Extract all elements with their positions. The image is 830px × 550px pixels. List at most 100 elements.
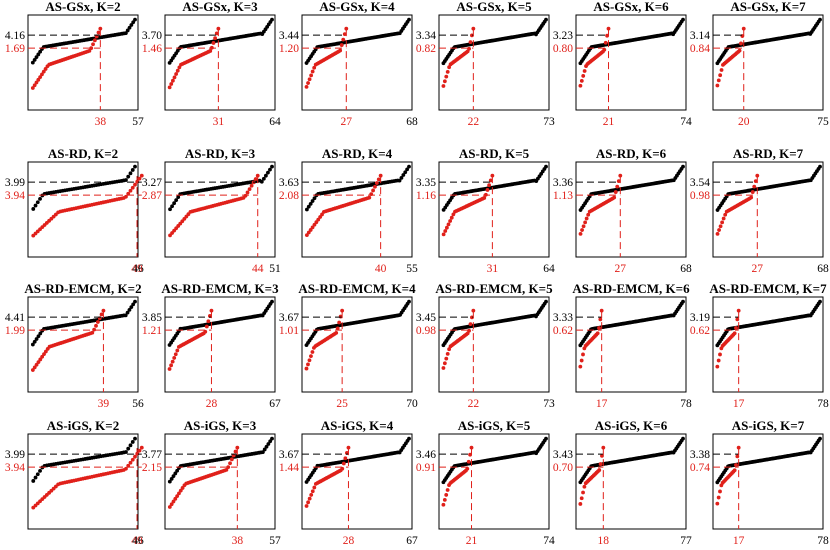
red-point — [737, 48, 742, 53]
red-point — [211, 41, 216, 45]
red-point — [602, 47, 607, 52]
black-point — [125, 310, 130, 315]
red-point — [718, 73, 723, 78]
subplot-title: AS-RD-EMCM, K=6 — [572, 281, 690, 296]
ytick-red: 1.69 — [5, 43, 25, 55]
plot-frame — [27, 433, 139, 530]
plot-frame — [575, 14, 687, 111]
red-point — [307, 77, 312, 82]
red-point — [245, 190, 250, 195]
red-point — [169, 363, 174, 368]
red-point — [304, 366, 309, 371]
subplot-title: AS-iGS, K=6 — [595, 418, 668, 433]
red-point — [170, 78, 175, 83]
subplot: AS-GSx, K=3 3.701.46 31 64 — [142, 0, 281, 128]
black-point — [124, 450, 128, 454]
xtick-red: 40 — [375, 263, 387, 275]
red-point — [335, 326, 340, 331]
ytick-red: 1.01 — [279, 325, 299, 337]
red-point — [739, 41, 743, 46]
xtick-red: 27 — [341, 116, 353, 128]
black-point — [263, 173, 268, 178]
ytick-red: 1.20 — [279, 43, 299, 55]
black-point — [32, 57, 37, 62]
red-point — [716, 495, 721, 500]
red-point — [578, 364, 583, 369]
black-point — [175, 468, 180, 473]
xtick-red: 27 — [752, 263, 764, 275]
red-point — [755, 173, 760, 178]
black-point — [310, 199, 315, 203]
subplot: AS-RD, K=6 3.361.13 27 68 — [553, 146, 692, 275]
red-point — [752, 184, 757, 189]
red-point — [598, 317, 603, 322]
plot-frame — [301, 14, 413, 111]
plot-frame — [27, 14, 139, 111]
red-point — [732, 331, 737, 336]
red-point — [469, 445, 474, 450]
red-point — [306, 81, 310, 85]
black-point — [544, 299, 548, 304]
red-point — [235, 445, 240, 450]
red-point — [445, 352, 450, 356]
plot-frame — [164, 296, 276, 393]
black-point — [38, 468, 42, 473]
subplot: AS-iGS, K=7 3.380.74 17 78 — [690, 418, 829, 547]
black-point — [127, 307, 132, 312]
red-point — [124, 466, 128, 471]
red-point — [443, 229, 448, 233]
red-point — [595, 331, 600, 336]
plot-frame — [712, 161, 824, 258]
black-point — [818, 164, 822, 169]
red-point — [30, 368, 35, 372]
red-point — [226, 465, 231, 470]
black-point — [308, 201, 313, 206]
red-point — [750, 190, 755, 194]
black-point — [126, 174, 131, 179]
red-point — [603, 40, 608, 45]
red-point — [615, 184, 620, 189]
xtick-black: 74 — [680, 116, 692, 128]
black-point — [270, 17, 274, 22]
plot-frame — [712, 296, 824, 393]
red-point — [139, 445, 144, 450]
red-point — [606, 26, 611, 31]
red-point — [124, 194, 128, 199]
red-point — [597, 468, 602, 472]
black-point — [173, 471, 178, 476]
xtick-red: 21 — [466, 535, 478, 547]
black-point — [270, 436, 274, 441]
xtick-red: 20 — [738, 116, 750, 128]
red-point — [582, 69, 587, 73]
subplot: AS-RD, K=7 3.540.98 27 68 — [690, 146, 829, 275]
xtick-red: 22 — [468, 116, 480, 128]
black-point — [33, 475, 38, 480]
black-point — [266, 170, 270, 175]
red-point — [34, 80, 39, 85]
red-point — [203, 329, 208, 334]
red-point — [175, 494, 180, 499]
subplot-title: AS-iGS, K=5 — [458, 418, 531, 433]
red-point — [247, 187, 252, 191]
black-point — [405, 167, 410, 172]
black-point — [268, 167, 272, 172]
red-point — [312, 485, 317, 490]
black-point — [167, 479, 172, 484]
ytick-black: 3.85 — [142, 312, 162, 324]
red-point — [467, 328, 471, 333]
subplot-title: AS-GSx, K=6 — [593, 0, 669, 14]
black-point — [129, 23, 134, 27]
xtick-black: 74 — [543, 535, 555, 547]
subplot-title: AS-RD, K=2 — [48, 146, 118, 161]
red-point — [718, 224, 723, 229]
red-point — [137, 448, 142, 453]
xtick-black: 73 — [543, 398, 555, 410]
xtick-red: 28 — [343, 535, 355, 547]
xtick-red: 18 — [598, 535, 610, 547]
red-point — [612, 195, 617, 200]
ytick-black: 3.33 — [553, 312, 573, 324]
black-point — [129, 305, 134, 310]
ytick-red: 0.91 — [416, 462, 436, 474]
subplot: AS-RD-EMCM, K=7 3.190.62 17 78 — [690, 281, 829, 410]
